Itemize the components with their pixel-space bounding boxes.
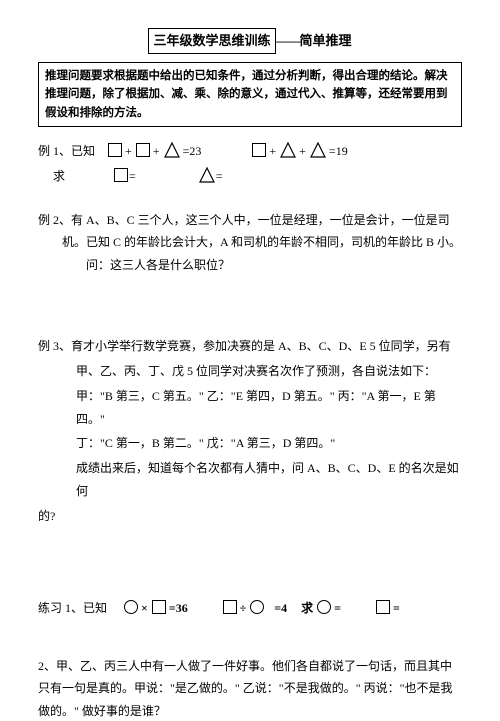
practice-2: 2、甲、乙、丙三人中有一人做了一件好事。他们各自都说了一句话，而且其中 只有一句…	[38, 656, 462, 721]
ex2-l2: 机。已知 C 的年龄比会计大，A 和司机的年龄不相同，司机的年龄比 B 小。	[38, 232, 462, 252]
circle-shape	[250, 600, 264, 614]
example-1: 例 1、已知 + + =23 + + =19 求 = =	[38, 141, 462, 186]
ex3-l5: 成绩出来后，知道每个名次都有人猜中，问 A、B、C、D、E 的名次是如何	[38, 457, 462, 503]
p2-l1: 2、甲、乙、丙三人中有一人做了一件好事。他们各自都说了一句话，而且其中	[38, 656, 462, 676]
p1-v36: =36	[169, 598, 188, 618]
title-boxed: 三年级数学思维训练	[148, 28, 275, 54]
ex1-qiu: 求	[53, 166, 65, 186]
title-sub: 简单推理	[300, 33, 352, 48]
example-2: 例 2、有 A、B、C 三个人，这三个人中，一位是经理，一位是会计，一位是司 机…	[38, 210, 462, 275]
ex1-eq1-rhs: =23	[183, 141, 202, 161]
p1-div: ÷	[240, 598, 247, 618]
square-shape	[376, 600, 390, 614]
circle-shape	[317, 600, 331, 614]
p1-eq2: =	[393, 598, 400, 618]
p1-qiu: 求	[301, 598, 313, 618]
title-dash: ——	[276, 33, 300, 48]
ex1-label: 例 1、已知	[38, 141, 95, 161]
square-shape	[108, 143, 122, 157]
p1-times: ×	[141, 598, 148, 618]
ex3-l4: 丁："C 第一，B 第二。" 戊："A 第三，D 第四。"	[38, 432, 462, 455]
ex1-line2: 求 = =	[38, 166, 462, 186]
ex1-eq2-rhs: =19	[329, 141, 348, 161]
p2-l2: 只有一句是真的。甲说："是乙做的。" 乙说："不是我做的。" 丙说："也不是我	[38, 678, 462, 698]
square-shape	[152, 600, 166, 614]
p1-v4: =4	[274, 598, 287, 618]
practice-1: 练习 1、已知 × =36 ÷ =4 求 = =	[38, 598, 462, 618]
page-title: 三年级数学思维训练——简单推理	[38, 28, 462, 54]
square-shape	[114, 168, 128, 182]
intro-box: 推理问题要求根据题中给出的已知条件，通过分析判断，得出合理的结论。解决推理问题，…	[38, 62, 462, 127]
ex1-eq-sym-2: =	[216, 166, 223, 186]
intro-text: 推理问题要求根据题中给出的已知条件，通过分析判断，得出合理的结论。解决推理问题，…	[45, 70, 448, 119]
ex3-l1: 例 3、育才小学举行数学竞赛，参加决赛的是 A、B、C、D、E 5 位同学，另有	[38, 335, 462, 358]
square-shape	[252, 143, 266, 157]
square-shape	[136, 143, 150, 157]
p1-row: 练习 1、已知 × =36 ÷ =4 求 = =	[38, 598, 462, 618]
triangle-shape	[164, 142, 180, 158]
ex3-l3: 甲："B 第三，C 第五。" 乙："E 第四，D 第五。" 丙："A 第一，E …	[38, 385, 462, 431]
p1-eq1: =	[334, 598, 341, 618]
ex1-eq-sym-1: =	[129, 166, 136, 186]
triangle-shape	[280, 142, 296, 158]
ex1-line1: 例 1、已知 + + =23 + + =19	[38, 141, 462, 161]
square-shape	[223, 600, 237, 614]
p2-l3: 做的。" 做好事的是谁？	[38, 701, 462, 721]
ex3-l2: 甲、乙、丙、丁、戊 5 位同学对决赛名次作了预测，各自说法如下：	[38, 360, 462, 383]
example-3: 例 3、育才小学举行数学竞赛，参加决赛的是 A、B、C、D、E 5 位同学，另有…	[38, 335, 462, 527]
triangle-shape	[310, 142, 326, 158]
triangle-shape	[199, 167, 215, 183]
ex3-l6: 的?	[38, 505, 462, 528]
ex2-l3: 问：这三人各是什么职位？	[38, 255, 462, 275]
ex2-l1: 例 2、有 A、B、C 三个人，这三个人中，一位是经理，一位是会计，一位是司	[38, 210, 462, 230]
p1-label: 练习 1、已知	[38, 598, 107, 618]
circle-shape	[124, 600, 138, 614]
